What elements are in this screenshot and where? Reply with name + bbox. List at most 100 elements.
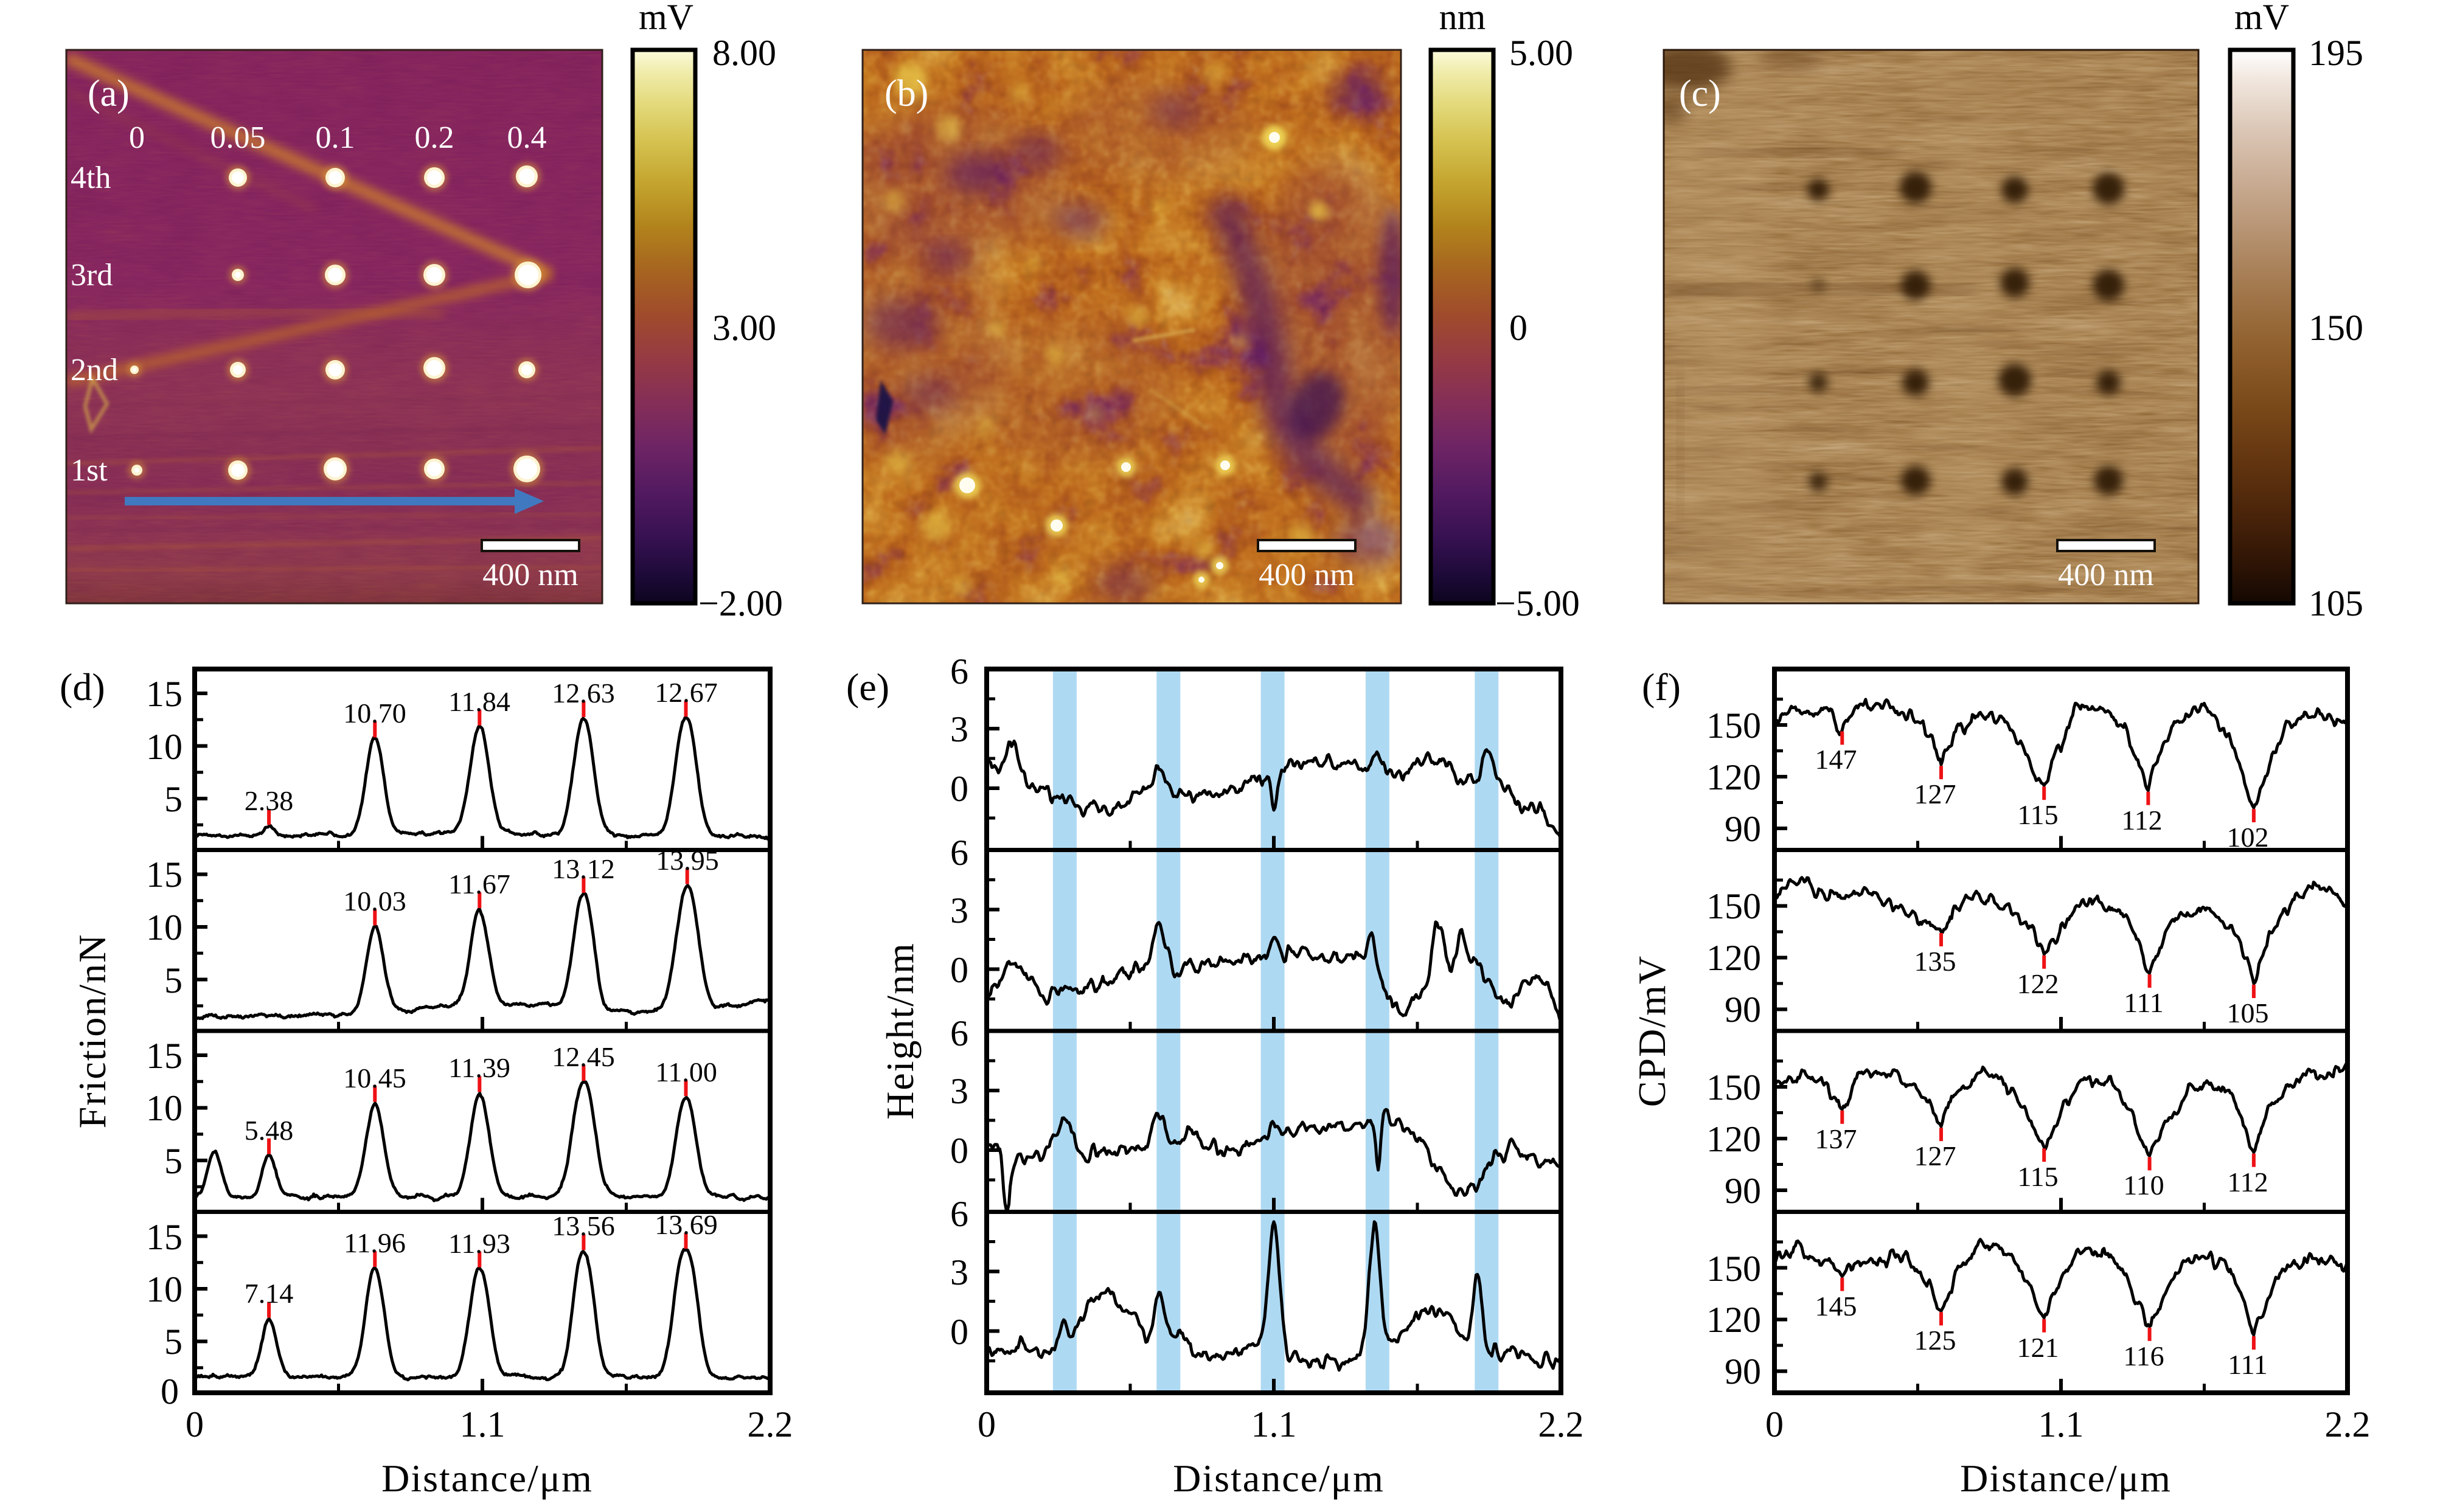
svg-text:2.2: 2.2 [1538, 1404, 1584, 1444]
svg-text:11.00: 11.00 [655, 1056, 717, 1087]
svg-text:4th: 4th [71, 161, 111, 195]
svg-text:(f): (f) [1642, 665, 1681, 709]
svg-text:12.67: 12.67 [655, 677, 718, 708]
svg-text:116: 116 [2123, 1340, 2164, 1372]
svg-text:0: 0 [161, 1372, 179, 1412]
svg-text:6: 6 [950, 833, 968, 873]
svg-text:2.2: 2.2 [2325, 1404, 2371, 1444]
svg-text:105: 105 [2227, 997, 2269, 1028]
svg-text:15: 15 [146, 1217, 182, 1257]
svg-text:(a): (a) [88, 73, 130, 114]
svg-text:6: 6 [950, 1194, 968, 1234]
svg-text:0: 0 [950, 769, 968, 809]
svg-text:12.45: 12.45 [552, 1041, 615, 1072]
svg-text:3: 3 [950, 709, 968, 749]
svg-text:112: 112 [2121, 805, 2162, 836]
svg-text:11.93: 11.93 [448, 1228, 510, 1259]
svg-text:0: 0 [186, 1404, 204, 1444]
svg-text:mV: mV [639, 0, 693, 37]
svg-text:6: 6 [950, 1013, 968, 1053]
svg-text:0: 0 [978, 1404, 996, 1444]
svg-text:6: 6 [950, 651, 968, 692]
svg-text:3rd: 3rd [71, 258, 113, 293]
svg-text:12.63: 12.63 [552, 678, 615, 709]
svg-text:nm: nm [1439, 0, 1486, 37]
svg-text:150: 150 [1706, 706, 1761, 746]
svg-text:0: 0 [950, 1312, 968, 1352]
svg-text:5: 5 [164, 779, 182, 819]
svg-text:13.69: 13.69 [655, 1209, 718, 1240]
svg-text:mV: mV [2234, 0, 2289, 37]
svg-text:11.67: 11.67 [448, 869, 510, 900]
svg-text:115: 115 [2017, 1161, 2058, 1192]
svg-text:13.12: 13.12 [552, 853, 615, 884]
svg-text:125: 125 [1914, 1325, 1956, 1356]
svg-text:102: 102 [2227, 822, 2269, 853]
svg-text:111: 111 [2124, 987, 2164, 1018]
svg-text:10.03: 10.03 [343, 886, 406, 917]
svg-text:8.00: 8.00 [712, 33, 776, 73]
svg-text:13.95: 13.95 [656, 845, 719, 876]
svg-text:137: 137 [1815, 1123, 1857, 1154]
svg-text:1.1: 1.1 [460, 1404, 506, 1444]
svg-text:0.1: 0.1 [316, 120, 355, 155]
svg-text:400 nm: 400 nm [1259, 558, 1354, 592]
svg-text:(c): (c) [1679, 73, 1721, 114]
svg-text:−5.00: −5.00 [1495, 583, 1580, 623]
svg-text:90: 90 [1725, 1171, 1761, 1211]
svg-text:120: 120 [1706, 757, 1761, 797]
svg-text:5: 5 [164, 1322, 182, 1362]
svg-text:120: 120 [1706, 1300, 1761, 1340]
svg-text:135: 135 [1914, 946, 1956, 977]
svg-text:Height/nm: Height/nm [878, 942, 922, 1120]
svg-text:11.96: 11.96 [344, 1227, 406, 1258]
svg-text:0: 0 [950, 950, 968, 990]
svg-text:0.4: 0.4 [507, 120, 547, 155]
svg-text:111: 111 [2228, 1349, 2268, 1380]
svg-text:400 nm: 400 nm [2058, 558, 2153, 592]
svg-text:150: 150 [1706, 1249, 1761, 1289]
svg-text:15: 15 [146, 1036, 182, 1076]
svg-text:150: 150 [1706, 1067, 1761, 1108]
svg-text:1st: 1st [71, 453, 108, 488]
svg-text:3: 3 [950, 890, 968, 931]
svg-text:1.1: 1.1 [1251, 1404, 1297, 1444]
svg-text:400 nm: 400 nm [482, 558, 578, 592]
svg-text:Distance/μm: Distance/μm [1173, 1457, 1385, 1500]
svg-text:5: 5 [164, 960, 182, 1000]
svg-text:121: 121 [2017, 1332, 2059, 1363]
svg-text:195: 195 [2309, 33, 2363, 73]
svg-text:147: 147 [1815, 744, 1857, 775]
svg-text:120: 120 [1706, 938, 1761, 978]
svg-text:120: 120 [1706, 1119, 1761, 1159]
svg-text:10: 10 [146, 727, 182, 767]
svg-text:105: 105 [2309, 583, 2363, 623]
svg-text:150: 150 [2309, 308, 2363, 348]
svg-text:1.1: 1.1 [2038, 1404, 2084, 1444]
svg-text:2.2: 2.2 [748, 1404, 793, 1444]
svg-text:11.39: 11.39 [448, 1052, 510, 1083]
svg-text:Distance/μm: Distance/μm [1960, 1457, 2172, 1500]
svg-text:5.00: 5.00 [1509, 33, 1573, 73]
svg-text:90: 90 [1725, 809, 1761, 849]
svg-text:(e): (e) [846, 665, 889, 709]
svg-text:15: 15 [146, 855, 182, 895]
svg-text:5: 5 [164, 1141, 182, 1181]
svg-text:(b): (b) [884, 73, 928, 114]
svg-text:90: 90 [1725, 1351, 1761, 1392]
svg-text:150: 150 [1706, 886, 1761, 926]
svg-text:0: 0 [950, 1131, 968, 1171]
svg-text:3: 3 [950, 1071, 968, 1111]
svg-text:10: 10 [146, 1269, 182, 1309]
svg-text:Distance/μm: Distance/μm [381, 1457, 593, 1500]
svg-text:3: 3 [950, 1252, 968, 1292]
svg-text:3.00: 3.00 [712, 308, 776, 348]
svg-text:CPD/mV: CPD/mV [1630, 955, 1673, 1107]
svg-text:122: 122 [2017, 968, 2059, 999]
svg-text:0.05: 0.05 [210, 120, 266, 155]
svg-text:115: 115 [2017, 799, 2058, 830]
svg-text:11.84: 11.84 [448, 686, 510, 717]
svg-text:Friction/nN: Friction/nN [71, 934, 114, 1129]
svg-text:0.2: 0.2 [415, 120, 454, 155]
svg-text:13.56: 13.56 [552, 1210, 615, 1241]
